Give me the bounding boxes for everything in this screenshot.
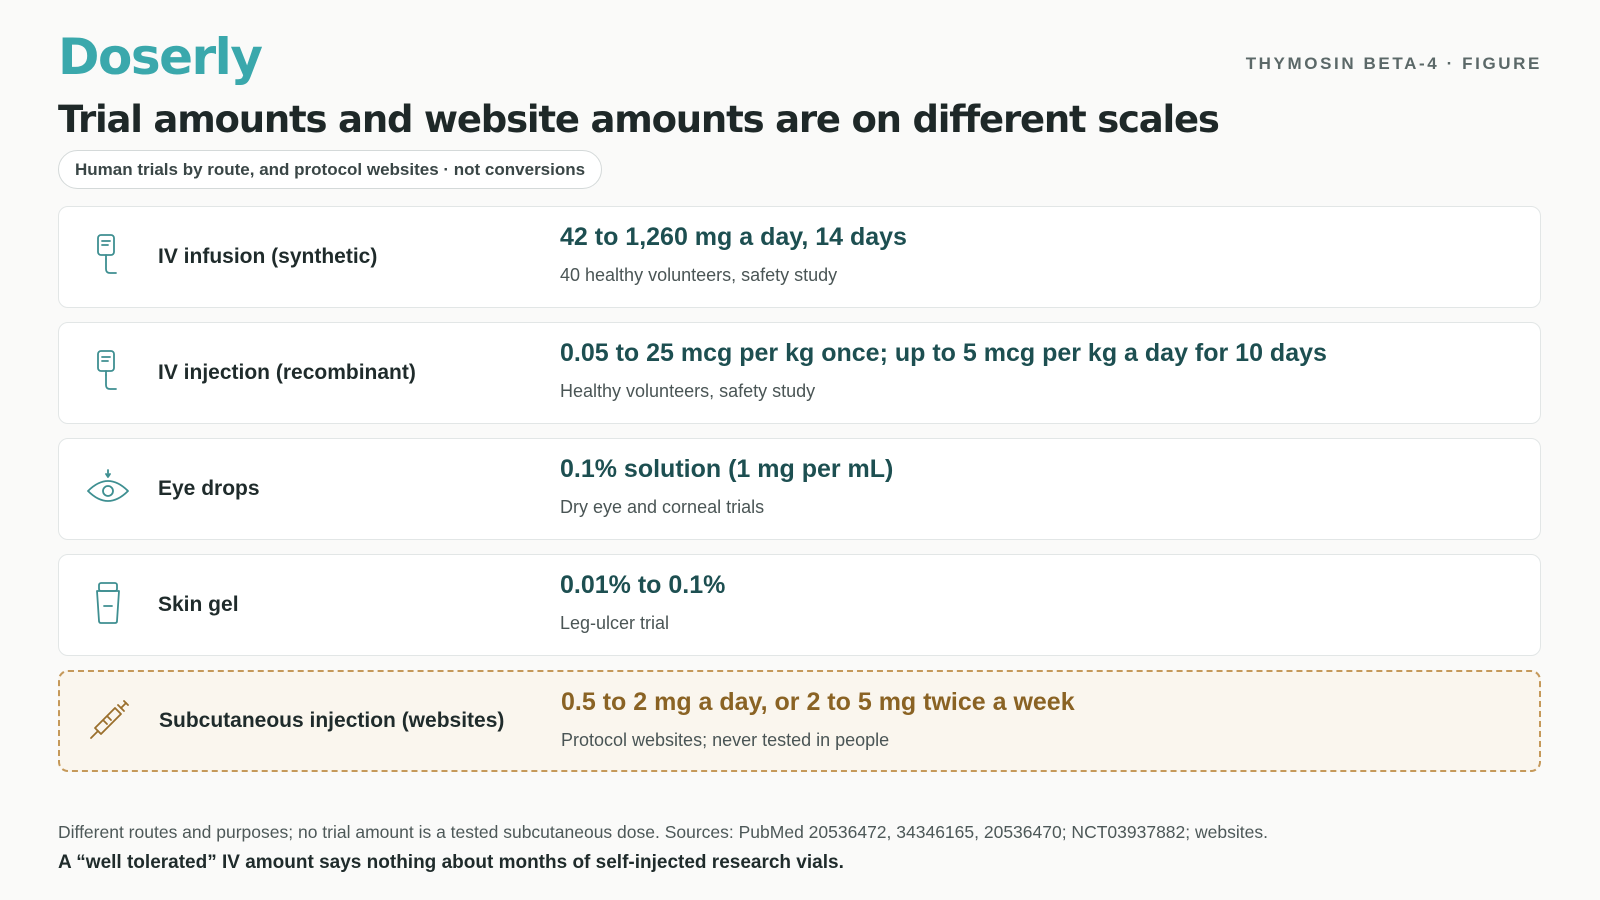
eye-drop-icon bbox=[83, 462, 133, 512]
figure-kicker: THYMOSIN BETA-4 · FIGURE bbox=[1245, 54, 1542, 73]
syringe-icon bbox=[84, 695, 134, 745]
trial-amount: 42 to 1,260 mg a day, 14 days bbox=[560, 223, 907, 251]
sources-footnote: Different routes and purposes; no trial … bbox=[58, 822, 1268, 842]
route-label: Eye drops bbox=[158, 477, 260, 500]
route-row-skin-gel: Skin gel 0.01% to 0.1% Leg-ulcer trial bbox=[58, 554, 1541, 656]
route-label: Skin gel bbox=[158, 593, 239, 616]
route-row-subcutaneous-websites: Subcutaneous injection (websites) 0.5 to… bbox=[58, 670, 1541, 772]
gel-tube-icon bbox=[83, 578, 133, 628]
iv-bag-icon bbox=[83, 346, 133, 396]
takeaway-text: A “well tolerated” IV amount says nothin… bbox=[58, 852, 844, 873]
subtitle-pill: Human trials by route, and protocol webs… bbox=[58, 150, 603, 189]
source-note: Protocol websites; never tested in peopl… bbox=[561, 730, 890, 750]
route-row-iv-injection: IV injection (recombinant) 0.05 to 25 mc… bbox=[58, 322, 1541, 424]
route-label: IV infusion (synthetic) bbox=[158, 245, 378, 268]
website-amount: 0.5 to 2 mg a day, or 2 to 5 mg twice a … bbox=[561, 688, 1075, 716]
page-title: Trial amounts and website amounts are on… bbox=[58, 98, 1220, 141]
study-note: Leg-ulcer trial bbox=[560, 613, 670, 633]
route-row-iv-infusion: IV infusion (synthetic) 42 to 1,260 mg a… bbox=[58, 206, 1541, 308]
iv-bag-icon bbox=[83, 230, 133, 280]
route-label: IV injection (recombinant) bbox=[158, 361, 416, 384]
brand-logo: Doserly bbox=[58, 28, 263, 86]
study-note: Healthy volunteers, safety study bbox=[560, 381, 816, 401]
trial-amount: 0.05 to 25 mcg per kg once; up to 5 mcg … bbox=[560, 339, 1327, 367]
trial-amount: 0.1% solution (1 mg per mL) bbox=[560, 455, 894, 483]
route-list: IV infusion (synthetic) 42 to 1,260 mg a… bbox=[58, 206, 1541, 786]
route-row-eye-drops: Eye drops 0.1% solution (1 mg per mL) Dr… bbox=[58, 438, 1541, 540]
study-note: Dry eye and corneal trials bbox=[560, 497, 765, 517]
route-label: Subcutaneous injection (websites) bbox=[159, 709, 505, 732]
study-note: 40 healthy volunteers, safety study bbox=[560, 265, 838, 285]
trial-amount: 0.01% to 0.1% bbox=[560, 571, 726, 599]
